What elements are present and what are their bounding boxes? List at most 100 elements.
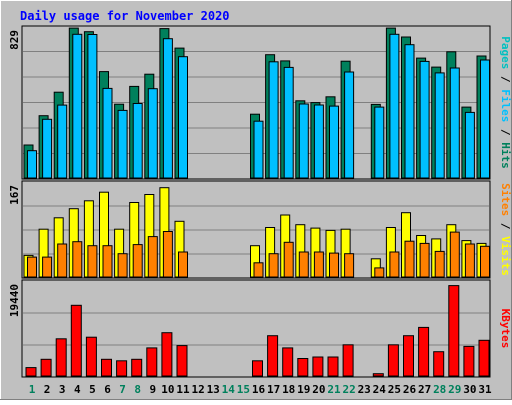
day-label-2: 2 — [44, 383, 51, 396]
bar-files-day-11 — [178, 56, 188, 179]
bar-sites-day-9 — [147, 236, 158, 278]
day-label-9: 9 — [149, 383, 156, 396]
day-label-1: 1 — [29, 383, 36, 396]
bar-sites-day-27 — [419, 242, 430, 278]
bar-sites-day-28 — [434, 250, 445, 278]
day-label-13: 13 — [207, 383, 220, 396]
bar-sites-day-2 — [42, 256, 53, 278]
bar-files-day-28 — [434, 72, 445, 179]
day-label-28: 28 — [433, 383, 446, 396]
bar-files-day-1 — [27, 150, 37, 179]
bar-files-day-22 — [344, 71, 355, 179]
bar-kbytes-day-24 — [372, 373, 384, 377]
day-label-17: 17 — [267, 383, 280, 396]
bar-kbytes-day-19 — [297, 358, 309, 377]
bar-sites-day-8 — [132, 244, 143, 278]
y-max-label: 19440 — [8, 284, 21, 317]
bar-kbytes-day-3 — [55, 338, 67, 377]
bar-kbytes-day-11 — [176, 345, 188, 377]
bar-sites-day-21 — [329, 252, 339, 278]
day-label-3: 3 — [59, 383, 66, 396]
bar-files-day-26 — [404, 44, 415, 179]
bar-files-day-30 — [464, 111, 475, 179]
bar-sites-day-1 — [27, 256, 37, 278]
panel-kbytes: 19440 KBytes — [8, 279, 512, 378]
bar-sites-day-6 — [102, 245, 113, 278]
bar-kbytes-day-27 — [418, 326, 430, 377]
bar-sites-day-30 — [464, 243, 475, 278]
bar-sites-day-31 — [480, 245, 490, 278]
day-label-4: 4 — [74, 383, 81, 396]
day-label-24: 24 — [373, 383, 387, 396]
bar-files-day-21 — [329, 105, 339, 179]
bar-sites-day-5 — [87, 245, 98, 278]
day-label-5: 5 — [89, 383, 96, 396]
day-label-23: 23 — [358, 383, 371, 396]
legend-item-visits: Visits — [499, 236, 512, 276]
day-label-27: 27 — [418, 383, 431, 396]
bar-sites-day-4 — [72, 241, 83, 278]
bar-files-day-5 — [87, 34, 98, 179]
bar-kbytes-day-8 — [131, 358, 143, 377]
y-max-label: 167 — [8, 185, 21, 205]
bar-kbytes-day-16 — [252, 360, 263, 377]
bar-sites-day-17 — [268, 253, 279, 278]
bar-kbytes-day-9 — [146, 347, 158, 377]
bar-kbytes-day-31 — [478, 339, 490, 377]
bar-sites-day-7 — [117, 253, 128, 278]
bar-sites-day-10 — [162, 231, 173, 278]
chart-title: Daily usage for November 2020 — [20, 9, 230, 23]
bar-sites-day-19 — [298, 251, 309, 278]
bar-files-day-27 — [419, 60, 430, 179]
panel-pages-files-hits: 829 Pages / Files / Hits — [8, 25, 512, 180]
legend-kbytes: KBytes — [499, 309, 512, 349]
day-label-25: 25 — [388, 383, 401, 396]
legend-item-kbytes: KBytes — [499, 309, 512, 349]
bar-kbytes-day-1 — [25, 367, 37, 377]
bar-files-day-18 — [283, 66, 294, 179]
y-max-label: 829 — [8, 30, 21, 50]
day-label-31: 31 — [478, 383, 492, 396]
bar-sites-day-18 — [283, 241, 294, 278]
legend-item-hits: Hits — [499, 142, 512, 169]
bar-sites-day-3 — [57, 243, 68, 278]
day-label-29: 29 — [448, 383, 461, 396]
bar-files-day-16 — [253, 120, 264, 179]
bar-files-day-4 — [72, 33, 83, 179]
bar-sites-day-16 — [253, 262, 264, 278]
bar-kbytes-day-6 — [101, 358, 112, 377]
legend-item-sites: Sites — [499, 183, 512, 216]
bar-sites-day-25 — [389, 251, 400, 278]
bar-files-day-2 — [42, 118, 53, 179]
bar-files-day-24 — [374, 106, 385, 179]
legend-pages-files-hits: Pages / Files / Hits — [499, 36, 512, 169]
legend-item-files: Files — [499, 89, 512, 122]
bar-sites-day-29 — [449, 231, 460, 278]
bars-pages-files-hits — [23, 27, 490, 179]
day-label-26: 26 — [403, 383, 417, 396]
day-label-8: 8 — [134, 383, 141, 396]
day-label-30: 30 — [463, 383, 476, 396]
bar-files-day-29 — [449, 67, 460, 179]
bar-kbytes-day-5 — [85, 336, 97, 377]
bar-files-day-8 — [132, 103, 143, 179]
day-label-10: 10 — [161, 383, 174, 396]
legend-sites-visits: Sites / Visits — [499, 183, 512, 276]
bar-kbytes-day-10 — [161, 332, 173, 377]
x-axis-day-labels: 1 2 3 4 5 6 7 8 9 10 11 12 13 14 15 16 17 18 19 20 21 22 23 24 2… — [29, 383, 492, 396]
bar-sites-day-24 — [374, 267, 385, 278]
bar-kbytes-day-28 — [433, 351, 445, 377]
bar-kbytes-day-25 — [387, 344, 399, 377]
bar-kbytes-day-7 — [116, 360, 128, 377]
legend-separator: / — [499, 69, 512, 89]
day-label-7: 7 — [119, 383, 126, 396]
bar-kbytes-day-2 — [40, 358, 52, 377]
bar-sites-day-20 — [313, 251, 324, 278]
day-label-19: 19 — [297, 383, 310, 396]
bar-files-day-31 — [480, 59, 490, 179]
bar-kbytes-day-20 — [312, 356, 324, 377]
bar-kbytes-day-22 — [342, 344, 354, 377]
bar-kbytes-day-21 — [327, 356, 339, 377]
